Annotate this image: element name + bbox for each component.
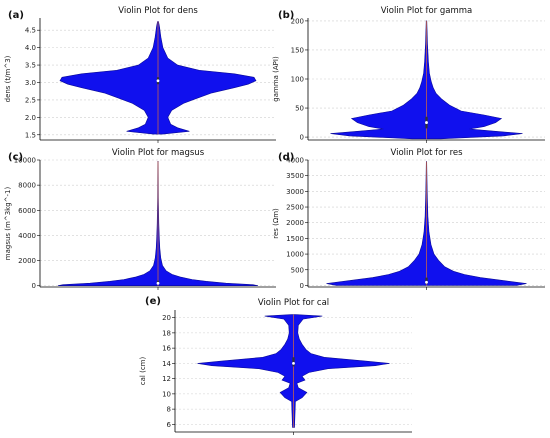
y-tick-label: 500: [291, 266, 304, 274]
chart-title: Violin Plot for cal: [258, 298, 329, 308]
y-tick-label: 2000: [18, 257, 36, 265]
panel-label: (d): [278, 152, 294, 163]
chart-title: Violin Plot for dens: [118, 6, 198, 16]
y-tick-label: 3.0: [25, 79, 36, 87]
y-tick-label: 18: [162, 329, 171, 337]
y-tick-label: 12: [162, 375, 171, 383]
median-marker: [292, 361, 295, 365]
y-tick-label: 0: [32, 282, 36, 290]
panel-label: (c): [8, 152, 23, 163]
y-tick-label: 10: [162, 390, 171, 398]
y-axis-label: cal (cm): [139, 357, 147, 386]
panel-label: (a): [8, 10, 24, 21]
y-axis-label: magsus (m^3kg^-1): [4, 187, 12, 261]
y-tick-label: 100: [291, 76, 304, 84]
y-axis-label: dens (t/m^3): [4, 55, 12, 102]
violin-panel: 0 500 1000 1500 2000 2500 3000 3500 4000 Violin P…: [272, 148, 545, 290]
y-tick-label: 4.0: [25, 44, 36, 52]
y-tick-label: 0: [300, 282, 304, 290]
y-tick-label: 2.5: [25, 96, 36, 104]
y-tick-label: 1500: [286, 235, 304, 243]
violin-panel: 6 8 10 12 14 16 18 20 Violin Plot for cal cal (cm…: [139, 296, 412, 435]
y-tick-label: 50: [295, 105, 304, 113]
median-marker: [425, 280, 428, 284]
chart-title: Violin Plot for gamma: [381, 6, 473, 16]
y-tick-label: 3.5: [25, 62, 36, 70]
chart-title: Violin Plot for res: [390, 148, 463, 158]
y-tick-label: 150: [291, 46, 304, 54]
y-tick-label: 14: [162, 360, 171, 368]
y-tick-label: 10000: [14, 157, 36, 165]
y-tick-label: 3500: [286, 172, 304, 180]
violin-panel: 0 50 100 150 200 Violin Plot for gamma gamma (…: [272, 6, 545, 143]
y-tick-label: 0: [300, 134, 304, 142]
y-tick-label: 1.5: [25, 131, 36, 139]
y-tick-label: 8000: [18, 182, 36, 190]
violin-panel: 0 2000 4000 6000 8000 10000 Violin Plot for ma…: [4, 148, 276, 290]
y-tick-label: 4.5: [25, 27, 36, 35]
y-tick-label: 20: [162, 314, 171, 322]
y-tick-label: 2000: [286, 219, 304, 227]
violin-panel: 1.5 2.0 2.5 3.0 3.5 4.0 4.5 Violin Plot for den…: [4, 6, 276, 143]
median-marker: [156, 281, 160, 285]
median-marker: [425, 121, 428, 124]
panel-label: (b): [278, 10, 294, 21]
y-tick-label: 6: [167, 421, 172, 429]
y-tick-label: 16: [162, 345, 171, 353]
y-tick-label: 2500: [286, 204, 304, 212]
y-tick-label: 8: [167, 406, 171, 414]
y-tick-label: 200: [291, 17, 304, 25]
y-tick-label: 1000: [286, 251, 304, 259]
y-tick-label: 4000: [286, 157, 304, 165]
y-axis-label: gamma (API): [272, 56, 280, 102]
median-marker: [156, 79, 160, 83]
y-tick-label: 6000: [18, 207, 36, 215]
chart-title: Violin Plot for magsus: [112, 148, 205, 158]
y-tick-label: 2.0: [25, 114, 36, 122]
panel-label: (e): [145, 296, 161, 307]
y-tick-label: 4000: [18, 232, 36, 240]
y-axis-label: res (Ωm): [272, 208, 280, 239]
y-tick-label: 3000: [286, 188, 304, 196]
